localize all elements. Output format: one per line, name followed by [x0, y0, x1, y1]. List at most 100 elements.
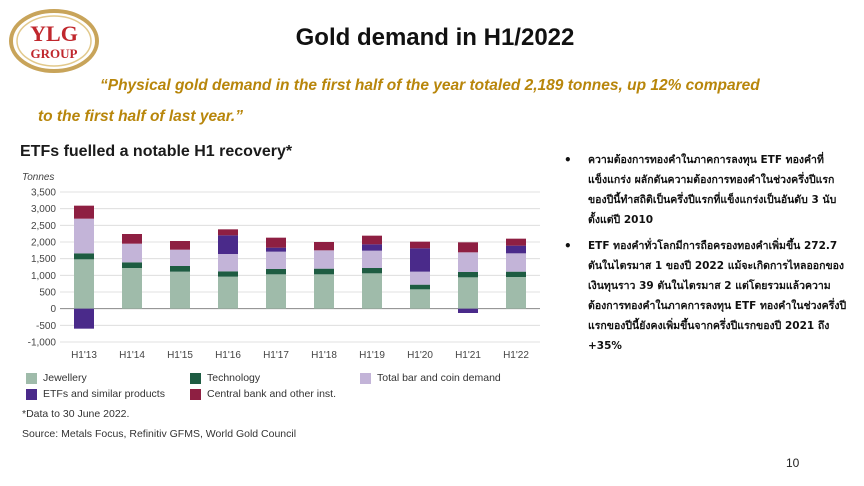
page-title: Gold demand in H1/2022 [295, 24, 575, 51]
bar-segment [506, 271, 526, 277]
stacked-bar-chart: 3,500 3,000 2,500 2,000 1,500 1,000 500 0 -500 -1… [28, 188, 540, 361]
legend-swatch-jewellery [26, 372, 37, 384]
legend-item-etfs: ETFs and similar products [26, 388, 165, 400]
bar-segment [122, 262, 142, 268]
bar-segment [74, 218, 94, 254]
y-tick-label: 1,500 [31, 254, 56, 265]
y-tick-label: 2,500 [31, 221, 56, 232]
x-tick-label: H1'16 [215, 350, 241, 361]
bar-segment [410, 241, 430, 249]
x-tick-label: H1'18 [311, 350, 337, 361]
y-tick-label: -500 [36, 321, 56, 332]
ylg-logo-graphic: YLG GROUP [9, 9, 99, 73]
bar-segment [122, 268, 142, 309]
bar-segment [362, 235, 382, 245]
bar-segment [170, 241, 190, 250]
bar-segment [314, 268, 334, 275]
quote-line-2: to the first half of last year.” [38, 108, 243, 125]
bar-segment [458, 272, 478, 278]
bar-segment [362, 244, 382, 251]
bullet-item-1: • ความต้องการทองคำในภาคการลงทุน ETF ทองค… [560, 150, 852, 230]
bar-segment [362, 273, 382, 309]
logo-line1: YLG [30, 21, 78, 46]
bar-segment [506, 245, 526, 254]
chart-legend: Jewellery Technology Total bar and coin … [26, 372, 546, 406]
bar-segment [314, 250, 334, 269]
bar-segment [458, 252, 478, 272]
legend-label-central-bank: Central bank and other inst. [207, 388, 336, 400]
bullet-text-2: ETF ทองคำทั่วโลกมีการถือครองทองคำเพิ่มขึ… [588, 240, 847, 352]
bar-segment [314, 242, 334, 251]
bar-segment [218, 254, 238, 272]
bar-segment [362, 268, 382, 274]
bar-segment [74, 259, 94, 309]
logo-line2: GROUP [31, 46, 78, 61]
y-axis-label: Tonnes [22, 172, 55, 183]
legend-swatch-technology [190, 372, 201, 384]
legend-label-jewellery: Jewellery [43, 372, 87, 384]
bar-segment [458, 242, 478, 253]
legend-label-bar-coin: Total bar and coin demand [377, 372, 501, 384]
legend-item-central-bank: Central bank and other inst. [190, 388, 336, 400]
bar-segment [170, 271, 190, 309]
bar-segment [506, 277, 526, 309]
chart-footnote: *Data to 30 June 2022. [22, 408, 130, 420]
x-tick-label: H1'19 [359, 350, 385, 361]
bar-segment [506, 238, 526, 246]
bar-segment [266, 247, 286, 252]
bar-segment [266, 251, 286, 269]
bar-segment [266, 269, 286, 275]
y-tick-label: 500 [39, 288, 56, 299]
legend-item-bar-coin: Total bar and coin demand [360, 372, 501, 384]
y-tick-label: 3,000 [31, 204, 56, 215]
bar-segment [266, 274, 286, 309]
bar-segment [74, 253, 94, 260]
legend-item-jewellery: Jewellery [26, 372, 87, 384]
bullet-dot-2: • [564, 239, 572, 253]
ylg-logo: YLG GROUP [8, 8, 100, 74]
bar-segment [74, 308, 94, 329]
y-tick-label: 3,500 [31, 188, 56, 199]
bar-segment [458, 277, 478, 309]
chart-source: Source: Metals Focus, Refinitiv GFMS, Wo… [22, 428, 297, 440]
legend-swatch-central-bank [190, 388, 201, 400]
legend-swatch-etfs [26, 388, 37, 400]
x-tick-label: H1'15 [167, 350, 193, 361]
page-number: 10 [786, 456, 800, 470]
bar-segment [362, 250, 382, 268]
legend-label-etfs: ETFs and similar products [43, 388, 165, 400]
bar-segment [218, 271, 238, 277]
bar-segment [410, 289, 430, 309]
bar-segment [266, 237, 286, 248]
chart-title: ETFs fuelled a notable H1 recovery* [20, 143, 293, 160]
bar-segment [410, 271, 430, 285]
legend-swatch-bar-coin [360, 372, 371, 384]
x-tick-label: H1'20 [407, 350, 433, 361]
x-tick-label: H1'22 [503, 350, 529, 361]
bar-segment [218, 276, 238, 309]
x-tick-label: H1'13 [71, 350, 97, 361]
x-tick-label: H1'21 [455, 350, 481, 361]
y-tick-label: 2,000 [31, 238, 56, 249]
bar-segment [122, 243, 142, 263]
legend-label-technology: Technology [207, 372, 261, 384]
x-tick-label: H1'17 [263, 350, 289, 361]
bar-segment [170, 266, 190, 272]
quote-line-1: “Physical gold demand in the first half … [100, 77, 760, 94]
thai-bullet-list: • ความต้องการทองคำในภาคการลงทุน ETF ทองค… [560, 150, 852, 362]
bullet-item-2: • ETF ทองคำทั่วโลกมีการถือครองทองคำเพิ่ม… [560, 236, 852, 356]
bar-segment [218, 229, 238, 236]
bar-segment [74, 205, 94, 219]
bar-segment [218, 235, 238, 254]
bullet-dot-1: • [564, 153, 572, 167]
bar-segment [410, 284, 430, 290]
x-tick-label: H1'14 [119, 350, 145, 361]
bar-segment [410, 248, 430, 272]
bullet-text-1: ความต้องการทองคำในภาคการลงทุน ETF ทองคำท… [588, 154, 837, 226]
bar-segment [170, 249, 190, 266]
bar-segment [458, 308, 478, 313]
bar-segment [122, 234, 142, 244]
legend-item-technology: Technology [190, 372, 260, 384]
bar-segment [506, 253, 526, 272]
y-tick-label: -1,000 [28, 338, 57, 349]
